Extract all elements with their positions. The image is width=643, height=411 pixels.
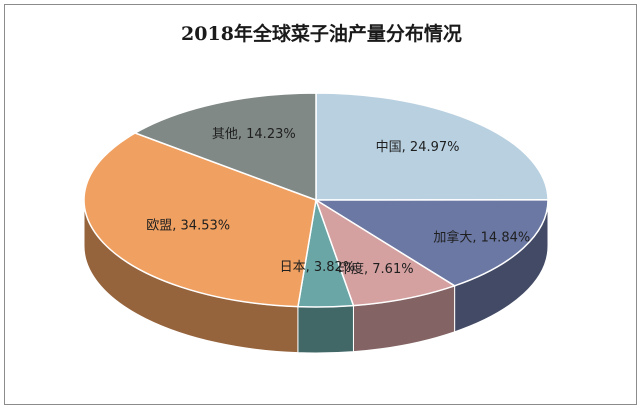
slice-0 — [315, 92, 549, 201]
chart-title: 2018年全球菜子油产量分布情况 — [181, 23, 462, 45]
slice-3-label: 日本, 3.82% — [280, 260, 356, 275]
slice-3-side — [297, 305, 354, 354]
pie-labels: 中国, 24.97% 加拿大, 14.84% 印度, 7.61%日本, 3.82% 欧… — [146, 127, 530, 277]
pie-top — [83, 92, 549, 308]
slice-5 — [133, 92, 317, 202]
slice-4 — [83, 132, 317, 308]
pie-sides — [83, 199, 549, 354]
slice-5-label: 其他, 14.23% — [212, 127, 296, 142]
slice-0-label: 中国, 24.97% — [376, 140, 460, 155]
slice-2-label: 印度, 7.61% — [338, 261, 414, 277]
slice-1-label: 加拿大, 14.84% — [433, 229, 530, 245]
slice-4-label: 欧盟, 34.53% — [146, 219, 230, 234]
slice-1 — [313, 199, 549, 287]
slice-2 — [314, 198, 457, 307]
